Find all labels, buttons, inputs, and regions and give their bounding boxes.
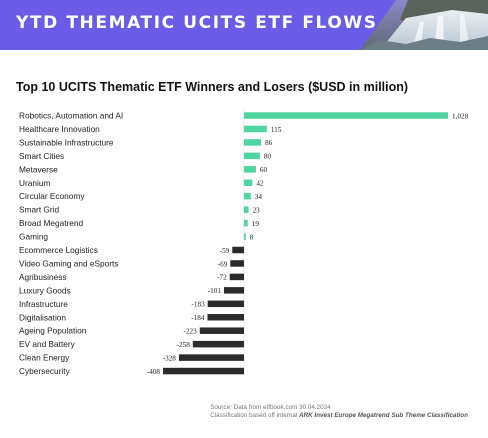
data-label: 23 (253, 206, 261, 214)
bar-chart: Robotics, Automation and AI 1,028 Healthca… (19, 109, 469, 378)
bar (229, 273, 244, 281)
bar (244, 233, 246, 240)
waterfall-image (360, 0, 488, 50)
data-label: 1,028 (452, 112, 469, 120)
data-label: 60 (260, 166, 268, 174)
data-label: 34 (255, 193, 263, 201)
bar (244, 206, 249, 213)
bar (207, 300, 244, 308)
bar (199, 327, 244, 334)
bar (244, 219, 248, 227)
category-label: Smart Cities (19, 151, 64, 161)
bar (244, 139, 262, 146)
footer: Source: Data from etfbook.com 30.04.2024… (210, 404, 468, 420)
header-banner: YTD THEMATIC UCITS ETF FLOWS (0, 0, 488, 50)
data-label: 80 (264, 153, 272, 161)
data-label: -183 (191, 301, 205, 309)
data-label: -184 (191, 314, 205, 322)
bar (230, 260, 244, 267)
source-note: Source: Data from etfbook.com 30.04.2024 (210, 404, 331, 411)
classification-note: Classification based off internal ARK In… (210, 412, 468, 420)
data-label: -69 (218, 260, 228, 268)
data-label: 86 (265, 139, 273, 147)
data-label: -408 (147, 368, 161, 376)
category-label: Digitalisation (19, 312, 66, 322)
category-label: Ecommerce Logistics (19, 245, 98, 255)
category-label: Gaming (19, 232, 48, 242)
bar (232, 246, 244, 254)
data-label: -328 (163, 354, 177, 362)
category-label: Uranium (19, 178, 50, 188)
category-label: Video Gaming and eSports (19, 258, 118, 268)
category-label: Healthcare Innovation (19, 124, 100, 134)
data-label: 115 (271, 126, 282, 134)
classification-emphasis: ARK Invest Europe Megatrend Sub Theme Cl… (299, 412, 468, 419)
category-label: Agribusiness (19, 272, 67, 282)
data-label: -223 (184, 328, 198, 336)
category-label: Clean Energy (19, 353, 70, 363)
category-label: Robotics, Automation and AI (19, 111, 123, 121)
data-label: 42 (256, 180, 264, 188)
bar (178, 354, 244, 361)
data-label: 19 (252, 220, 260, 228)
bar (192, 340, 244, 348)
category-label: Broad Megatrend (19, 218, 83, 228)
category-label: Ageing Population (19, 326, 87, 336)
category-label: Sustainable Infrastructure (19, 137, 114, 147)
category-label: Metaverse (19, 164, 58, 174)
data-label: -72 (217, 274, 227, 282)
category-label: Smart Grid (19, 205, 59, 215)
category-label: Cybersecurity (19, 366, 71, 376)
bar (223, 287, 244, 294)
bar (163, 367, 244, 375)
data-label: -59 (220, 247, 230, 255)
bar (207, 314, 244, 321)
data-label: 8 (250, 233, 254, 241)
bar (244, 166, 256, 173)
category-label: Infrastructure (19, 299, 68, 309)
chart-title: Top 10 UCITS Thematic ETF Winners and Lo… (16, 80, 409, 94)
data-label: -258 (177, 341, 191, 349)
bar (244, 112, 448, 119)
classification-prefix: Classification based off internal (210, 412, 298, 419)
category-label: EV and Battery (19, 339, 76, 349)
bar (244, 152, 260, 160)
bar (244, 179, 253, 186)
bar (244, 192, 251, 200)
bar (244, 125, 267, 133)
category-label: Circular Economy (19, 191, 85, 201)
data-label: -101 (208, 287, 222, 295)
category-label: Luxury Goods (19, 285, 71, 295)
banner-title: YTD THEMATIC UCITS ETF FLOWS (16, 13, 378, 33)
